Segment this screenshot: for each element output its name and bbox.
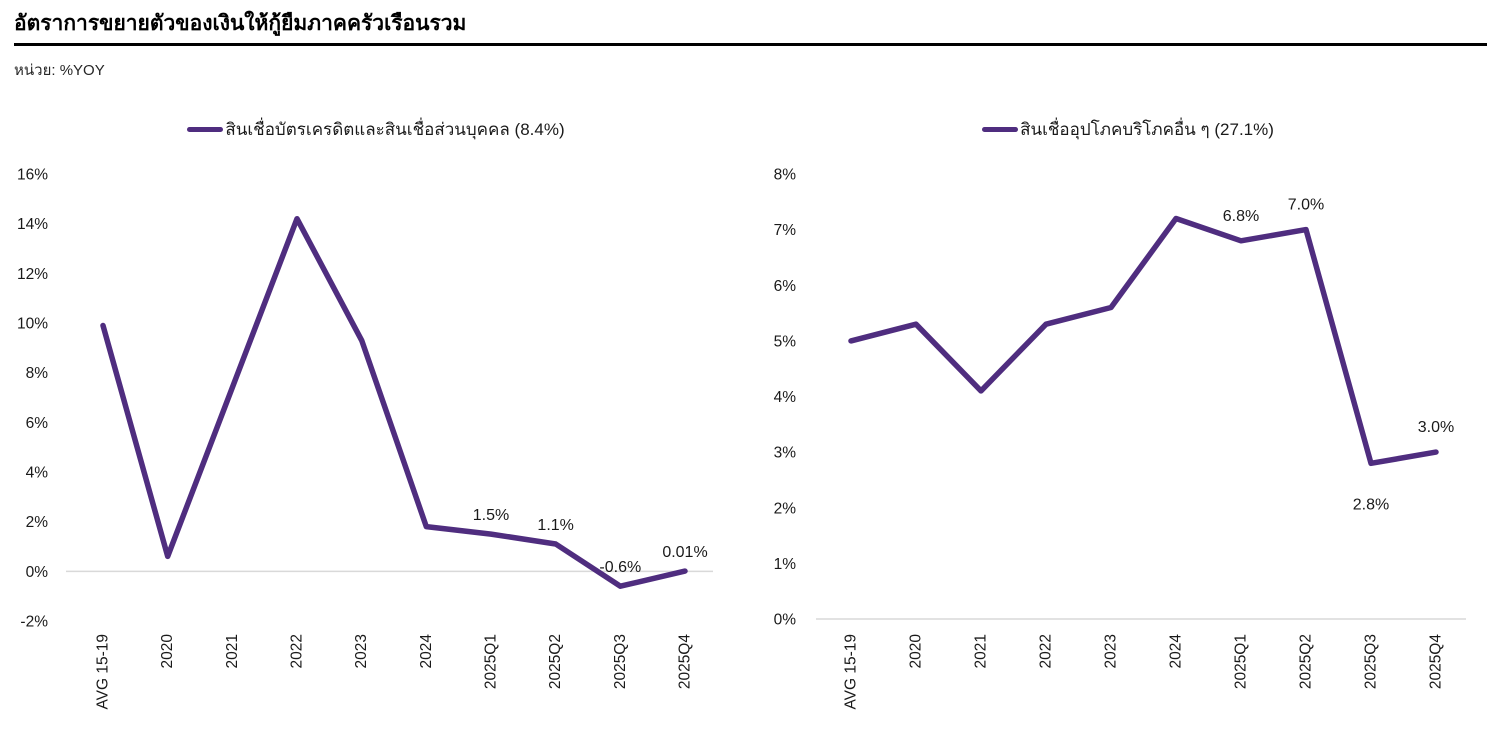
legend-label: สินเชื่ออุปโภคบริโภคอื่น ๆ (27.1%) xyxy=(1020,119,1274,139)
x-axis-labels: AVG 15-19 2020 2021 2022 2023 2024 2025Q1 2025Q… xyxy=(843,634,1445,710)
x-tick-label: 2022 xyxy=(1038,634,1055,668)
page-title: อัตราการขยายตัวของเงินให้กู้ยืมภาคครัวเร… xyxy=(14,12,467,35)
point-label: 0.01% xyxy=(662,544,707,561)
x-tick-label: 2025Q3 xyxy=(612,634,629,689)
x-tick-label: AVG 15-19 xyxy=(95,634,112,710)
y-axis-labels: 16% 14% 12% 10% 8% 6% 4% 2% 0% -2% xyxy=(17,167,48,631)
y-tick-label: 4% xyxy=(26,465,49,482)
title-divider xyxy=(14,43,1487,46)
y-tick-label: 0% xyxy=(26,564,49,581)
x-tick-label: 2023 xyxy=(1103,634,1120,668)
line-chart-other-consumer: 8% 7% 6% 5% 4% 3% 2% 1% 0% 6.8% 7.0% 2.8% 3.0% AVG 15… xyxy=(774,167,1466,710)
x-tick-label: 2021 xyxy=(973,634,990,668)
point-label: 6.8% xyxy=(1223,208,1259,225)
legend-line-marker xyxy=(982,126,1019,132)
x-tick-label: 2025Q3 xyxy=(1363,634,1380,689)
point-labels: 1.5% 1.1% -0.6% 0.01% xyxy=(473,507,708,576)
point-labels: 6.8% 7.0% 2.8% 3.0% xyxy=(1223,197,1454,514)
x-tick-label: 2025Q2 xyxy=(1298,634,1315,689)
x-tick-label: 2025Q1 xyxy=(1233,634,1250,689)
y-axis-labels: 8% 7% 6% 5% 4% 3% 2% 1% 0% xyxy=(774,167,797,629)
y-tick-label: 4% xyxy=(774,389,797,406)
y-tick-label: 0% xyxy=(774,612,797,629)
y-tick-label: 6% xyxy=(774,278,797,295)
y-tick-label: 5% xyxy=(774,333,797,350)
point-label: 2.8% xyxy=(1353,496,1389,513)
y-tick-label: 10% xyxy=(17,316,48,333)
y-tick-label: 3% xyxy=(774,445,797,462)
line-chart-credit-card: 16% 14% 12% 10% 8% 6% 4% 2% 0% -2% 1.5% 1.1% -0.6% 0.… xyxy=(17,167,713,710)
y-tick-label: 6% xyxy=(26,415,49,432)
legend-line-marker xyxy=(187,126,224,132)
x-axis-labels: AVG 15-19 2020 2021 2022 2023 2024 2025Q1 2025Q… xyxy=(95,634,694,710)
y-tick-label: 1% xyxy=(774,556,797,573)
charts-row: สินเชื่อบัตรเครดิตและสินเชื่อส่วนบุคคล (… xyxy=(0,114,1505,710)
unit-label: หน่วย: %YOY xyxy=(14,62,105,79)
y-tick-label: 7% xyxy=(774,222,797,239)
point-label: 7.0% xyxy=(1288,197,1324,214)
y-tick-label: 14% xyxy=(17,216,48,233)
y-tick-label: 2% xyxy=(26,514,49,531)
x-tick-label: 2025Q2 xyxy=(547,634,564,689)
x-tick-label: 2024 xyxy=(1168,634,1185,669)
x-tick-label: 2025Q1 xyxy=(483,634,500,689)
point-label: 1.5% xyxy=(473,507,509,524)
y-tick-label: -2% xyxy=(20,614,48,631)
y-tick-label: 2% xyxy=(774,500,797,517)
point-label: 1.1% xyxy=(537,517,573,534)
data-line xyxy=(848,215,1439,467)
x-tick-label: 2020 xyxy=(908,634,925,669)
y-tick-label: 16% xyxy=(17,167,48,184)
x-tick-label: 2021 xyxy=(224,634,241,668)
y-tick-label: 8% xyxy=(774,167,797,184)
y-tick-label: 8% xyxy=(26,365,49,382)
point-label: 3.0% xyxy=(1418,419,1454,436)
report-figure: อัตราการขยายตัวของเงินให้กู้ยืมภาคครัวเร… xyxy=(0,10,1505,748)
x-tick-label: 2025Q4 xyxy=(1428,634,1445,690)
x-tick-label: 2025Q4 xyxy=(677,634,694,690)
point-label: -0.6% xyxy=(599,559,641,576)
chart-credit-card-personal-loans: สินเชื่อบัตรเครดิตและสินเชื่อส่วนบุคคล (… xyxy=(0,114,752,710)
chart-other-consumer-loans: สินเชื่ออุปโภคบริโภคอื่น ๆ (27.1%) 8% 7% 6… xyxy=(752,114,1504,710)
data-line xyxy=(100,215,688,589)
x-tick-label: 2022 xyxy=(289,634,306,668)
legend-left: สินเชื่อบัตรเครดิตและสินเชื่อส่วนบุคคล (… xyxy=(0,114,752,144)
legend-right: สินเชื่ออุปโภคบริโภคอื่น ๆ (27.1%) xyxy=(752,114,1504,144)
x-tick-label: AVG 15-19 xyxy=(843,634,860,710)
x-tick-label: 2024 xyxy=(418,634,435,669)
x-tick-label: 2020 xyxy=(159,634,176,669)
x-tick-label: 2023 xyxy=(353,634,370,668)
y-tick-label: 12% xyxy=(17,266,48,283)
legend-label: สินเชื่อบัตรเครดิตและสินเชื่อส่วนบุคคล (… xyxy=(225,119,565,139)
